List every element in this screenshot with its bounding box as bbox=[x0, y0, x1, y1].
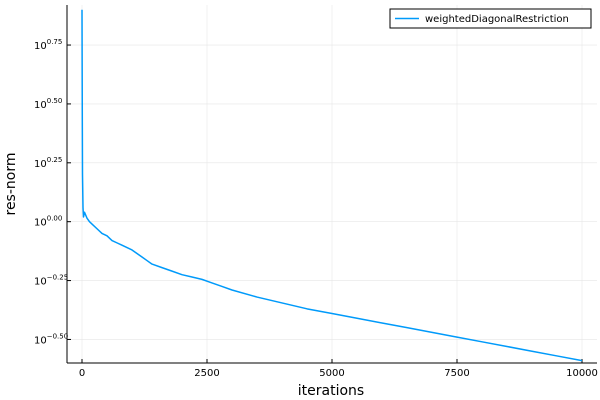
y-tick-label: 100.50 bbox=[34, 97, 62, 111]
y-tick-label: 100.25 bbox=[34, 156, 62, 170]
y-tick-label: 100.75 bbox=[34, 38, 62, 52]
legend-entry-weighted-diagonal-restriction: weightedDiagonalRestriction bbox=[425, 14, 569, 25]
legend: weightedDiagonalRestriction bbox=[389, 8, 592, 29]
y-tick-label: 10−0.50 bbox=[34, 332, 68, 346]
x-tick-label: 2500 bbox=[194, 368, 219, 379]
x-tick-label: 10000 bbox=[566, 368, 598, 379]
y-axis-label: res-norm bbox=[3, 153, 19, 216]
x-axis-label: iterations bbox=[298, 383, 364, 399]
x-ticks: 0 2500 5000 7500 10000 bbox=[79, 359, 598, 379]
y-ticks: 10−0.50 10−0.25 100.00 100.25 100.50 100.75 bbox=[34, 38, 71, 346]
series-layer bbox=[81, 9, 583, 362]
series-line-weighted-diagonal-restriction bbox=[81, 9, 583, 362]
y-tick-label: 100.00 bbox=[34, 215, 62, 229]
x-tick-label: 0 bbox=[79, 368, 85, 379]
x-tick-label: 5000 bbox=[319, 368, 344, 379]
legend-box bbox=[389, 8, 592, 29]
y-tick-label: 10−0.25 bbox=[34, 274, 68, 288]
grid bbox=[67, 5, 597, 363]
x-tick-label: 7500 bbox=[444, 368, 469, 379]
